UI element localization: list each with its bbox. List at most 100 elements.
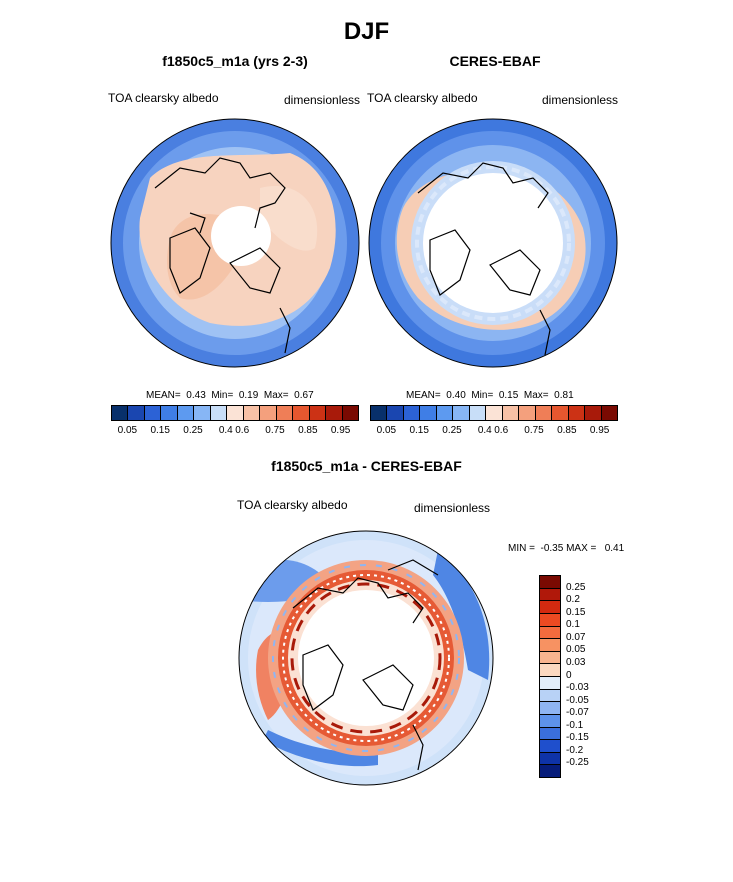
panel1-colorbar-swatch (112, 406, 129, 420)
panel3-colorbar-tick-label: -0.03 (566, 682, 589, 694)
panel3-colorbar-tick-label: 0.2 (566, 594, 580, 606)
panel2-colorbar-tick-label: 0.95 (589, 425, 610, 436)
panel2-colorbar-tick-label: 0.85 (557, 425, 577, 436)
panel3-variable-label: TOA clearsky albedo (237, 498, 348, 512)
figure-title: DJF (343, 18, 390, 45)
panel3-colorbar-swatch (540, 613, 560, 627)
panel2-variable-label: TOA clearsky albedo (367, 91, 478, 105)
panel3-min-max: MIN = -0.35 MAX = 0.41 (508, 543, 625, 554)
panel2-max-label: Max= (523, 390, 549, 401)
panel2-colorbar-ticks: 0.05 0.15 0.25 0.4 0.6 0.75 0.85 0.95 (370, 425, 618, 439)
panel2-mean-label: MEAN= (406, 390, 441, 401)
panel2-units-label: dimensionless (542, 93, 619, 107)
panel1-colorbar-tick-label: 0.4 (218, 425, 233, 436)
panel1-colorbar-swatch (144, 406, 162, 420)
panel3-colorbar-swatch (540, 626, 560, 640)
panel1-colorbar-swatch (161, 406, 178, 420)
panel2-colorbar-swatch (585, 406, 602, 420)
panel2-colorbar-swatch (403, 406, 421, 420)
panel3-colorbar-tick-label: 0 (566, 669, 572, 681)
panel3-colorbar-ticks: 0.25 0.2 0.15 0.1 0.07 0.05 0.03 0 -0.03 -0.05 -0.… (566, 575, 606, 776)
panel1-max-value: 0.67 (294, 390, 314, 401)
panel3-colorbar-tick-label: -0.2 (566, 744, 584, 756)
panel1-colorbar-tick-label: 0.75 (265, 425, 285, 436)
panel3-colorbar-tick-label: 0.25 (566, 581, 586, 593)
panel1-colorbar-tick-label: 0.85 (298, 425, 318, 436)
panel3-colorbar-tick-label: 0.15 (566, 606, 586, 618)
panel2-colorbar-tick-label: 0.25 (442, 425, 462, 436)
panel2-colorbar-swatch (387, 406, 404, 420)
panel1-colorbar-swatch (326, 406, 343, 420)
panel3-colorbar-tick-label: 0.07 (566, 631, 586, 643)
panel2-polar-map (368, 118, 618, 368)
panel3-colorbar-swatch (540, 639, 560, 652)
panel3-colorbar-tick-label: 0.05 (566, 644, 586, 656)
panel1-colorbar-tick-label: 0.15 (150, 425, 170, 436)
panel2-colorbar-swatch (535, 406, 553, 420)
panel2-colorbar-swatch (519, 406, 536, 420)
panel3-colorbar-swatch (540, 677, 560, 690)
panel3-colorbar-swatch (540, 601, 560, 614)
panel3-units-label: dimensionless (414, 501, 491, 515)
panel3-colorbar-swatch (540, 765, 560, 777)
panel2-title: CERES-EBAF (449, 53, 541, 69)
panel3-colorbar-tick-label: -0.1 (566, 719, 584, 731)
panel3-colorbar-swatch (540, 714, 560, 728)
panel1-min-value: 0.19 (238, 390, 259, 401)
panel1-units-label: dimensionless (284, 93, 361, 107)
panel1-colorbar-ticks: 0.05 0.15 0.25 0.4 0.6 0.75 0.85 0.95 (111, 425, 359, 439)
panel1-colorbar-tick-label: 0.25 (183, 425, 203, 436)
panel2-min-label: Min= (471, 390, 494, 401)
panel3-colorbar-swatch (540, 740, 560, 753)
panel2-colorbar-swatch (601, 406, 618, 420)
panel2-colorbar-swatch (486, 406, 503, 420)
panel1-colorbar-swatch (260, 406, 277, 420)
panel3-colorbar (539, 575, 561, 778)
panel1-variable-label: TOA clearsky albedo (108, 91, 219, 105)
panel3-colorbar-swatch (540, 664, 560, 677)
panel2-stats: MEAN= 0.40 Min= 0.15 Max= 0.81 (406, 390, 574, 401)
panel3-colorbar-tick-label: -0.25 (566, 757, 589, 769)
panel1-colorbar (111, 405, 359, 421)
panel2-colorbar-swatch (436, 406, 454, 420)
panel1-mean-value: 0.43 (186, 390, 206, 401)
panel1-colorbar-tick-label: 0.05 (117, 425, 138, 436)
panel2-colorbar-tick-label: 0.4 (477, 425, 492, 436)
panel3-colorbar-tick-label: -0.05 (566, 694, 589, 706)
panel1-colorbar-swatch (309, 406, 327, 420)
panel3-colorbar-swatch (540, 752, 560, 766)
panel2-colorbar-swatch (420, 406, 437, 420)
panel3-polar-map (238, 530, 494, 786)
panel1-max-label: Max= (263, 390, 289, 401)
panel2-colorbar-swatch (502, 406, 520, 420)
panel1-colorbar-swatch (210, 406, 228, 420)
panel2-colorbar-swatch (453, 406, 470, 420)
panel1-colorbar-swatch (194, 406, 211, 420)
panel2-colorbar (370, 405, 618, 421)
panel1-colorbar-tick-label: 0.95 (330, 425, 351, 436)
panel3-colorbar-tick-label: -0.07 (566, 707, 589, 719)
panel3-colorbar-swatch (540, 689, 560, 703)
panel1-stats: MEAN= 0.43 Min= 0.19 Max= 0.67 (146, 390, 314, 401)
panel3-colorbar-swatch (540, 651, 560, 665)
panel2-colorbar-swatch (552, 406, 569, 420)
panel3-colorbar-swatch (540, 727, 560, 741)
panel2-colorbar-tick-label: 0.05 (376, 425, 397, 436)
panel1-colorbar-tick-label: 0.6 (235, 425, 250, 436)
panel3-colorbar-tick-label: -0.15 (566, 732, 589, 744)
panel2-colorbar-swatch (568, 406, 586, 420)
panel1-colorbar-swatch (177, 406, 195, 420)
panel3-colorbar-swatch (540, 588, 560, 602)
panel2-min-value: 0.15 (498, 390, 519, 401)
panel2-colorbar-tick-label: 0.6 (494, 425, 509, 436)
panel2-colorbar-tick-label: 0.75 (524, 425, 544, 436)
panel2-colorbar-swatch (469, 406, 487, 420)
panel2-max-value: 0.81 (554, 390, 574, 401)
panel1-colorbar-swatch (276, 406, 294, 420)
panel3-colorbar-tick-label: 0.1 (566, 619, 580, 631)
panel3-colorbar-swatch (540, 702, 560, 715)
panel2-colorbar-tick-label: 0.15 (409, 425, 429, 436)
panel1-polar-map (110, 118, 360, 368)
panel2-mean-value: 0.40 (446, 390, 466, 401)
panel1-colorbar-swatch (243, 406, 261, 420)
